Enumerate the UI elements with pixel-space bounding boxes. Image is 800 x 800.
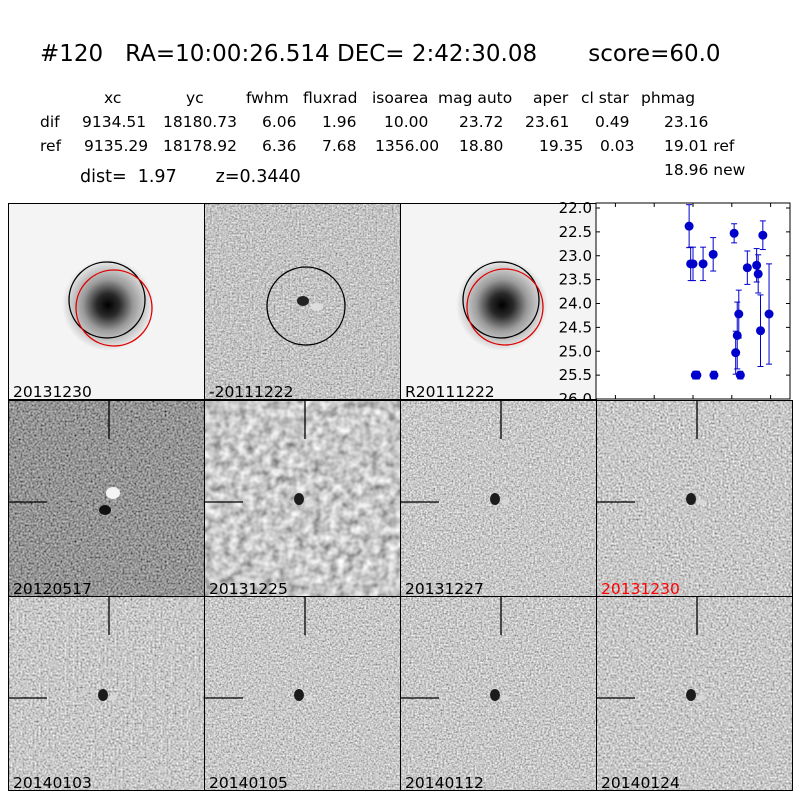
- science-image-panel: 20131230: [8, 203, 205, 400]
- stamp-date-label: 20140105: [209, 774, 288, 791]
- difference-stamp: 20140124: [596, 596, 793, 791]
- difference-image: [205, 204, 400, 399]
- dist-redshift-line: dist= 1.97 z=0.3440: [80, 167, 301, 187]
- data-point: [709, 370, 719, 380]
- row-label-ref: ref: [40, 137, 62, 155]
- dif-fluxrad: 1.96: [322, 113, 357, 131]
- dif-isoarea: 10.00: [384, 113, 429, 131]
- difference-stamp: 20120517: [8, 400, 205, 597]
- difference-stamp: 20140112: [400, 596, 597, 791]
- page-title: #120 RA=10:00:26.514 DEC= 2:42:30.08 sco…: [40, 41, 721, 67]
- dif-cl-star: 0.49: [595, 113, 630, 131]
- ref-xc: 9135.29: [84, 137, 149, 155]
- dif-xc: 9134.51: [82, 113, 147, 131]
- detection-aperture-black: [68, 261, 146, 339]
- stamp-date-label: 20131230: [601, 580, 680, 597]
- col-header-cl-star: cl star: [581, 89, 629, 107]
- col-header-fluxrad: fluxrad: [303, 89, 358, 107]
- col-header-yc: yc: [186, 89, 204, 107]
- ref-fluxrad: 7.68: [322, 137, 357, 155]
- stamp-date-label: 20140112: [405, 774, 484, 791]
- y-tick-label: 24.5: [559, 318, 592, 336]
- stamp-date-label: 20140124: [601, 774, 680, 791]
- panel-label: R20111222: [405, 383, 495, 400]
- detection-aperture-black: [462, 261, 540, 339]
- data-point: [734, 309, 744, 319]
- difference-stamp: 20140103: [8, 596, 205, 791]
- dif-yc: 18180.73: [163, 113, 237, 131]
- y-tick-label: 23.0: [559, 247, 592, 265]
- data-point: [684, 221, 694, 231]
- data-point: [692, 370, 702, 380]
- reference-image: [456, 259, 548, 351]
- col-header-mag-auto: mag auto: [438, 89, 513, 107]
- ref-cl-star: 0.03: [600, 137, 635, 155]
- dif-phmag: 23.16: [664, 113, 709, 131]
- stamp-date-label: 20131227: [405, 580, 484, 597]
- data-point: [742, 263, 752, 273]
- difference-image-panel: -20111222: [204, 203, 401, 400]
- stamp-date-label: 20140103: [13, 774, 92, 791]
- ref-mag-auto: 18.80: [459, 137, 504, 155]
- ref-yc: 18178.92: [163, 137, 237, 155]
- reference-image-panel: R20111222: [400, 203, 597, 400]
- difference-stamp: 20131225: [204, 400, 401, 597]
- ref-fwhm: 6.36: [262, 137, 297, 155]
- y-tick-label: 25.5: [559, 366, 592, 384]
- difference-stamp: 20131227: [400, 400, 597, 597]
- y-tick-label: 22.0: [559, 199, 592, 217]
- detection-aperture-red: [75, 269, 153, 347]
- y-tick-label: 24.0: [559, 295, 592, 313]
- col-header-aper: aper: [533, 89, 569, 107]
- new-magnitude: 18.96 new: [664, 161, 746, 179]
- ref-phmag: 19.01 ref: [664, 137, 735, 155]
- dif-aper: 23.61: [525, 113, 570, 131]
- ref-isoarea: 1356.00: [375, 137, 440, 155]
- data-point: [735, 370, 745, 380]
- science-image: [62, 259, 154, 351]
- data-point: [758, 230, 768, 240]
- data-point: [688, 259, 698, 269]
- dif-fwhm: 6.06: [262, 113, 297, 131]
- data-point: [708, 249, 718, 259]
- col-header-phmag: phmag: [641, 89, 696, 107]
- row-label-dif: dif: [40, 113, 60, 131]
- data-point: [764, 309, 774, 319]
- stamp-date-label: 20131225: [209, 580, 288, 597]
- ref-aper: 19.35: [539, 137, 584, 155]
- y-tick-label: 23.5: [559, 271, 592, 289]
- data-point: [753, 269, 763, 279]
- stamp-date-label: 20120517: [13, 580, 92, 597]
- y-tick-label: 25.0: [559, 342, 592, 360]
- data-point: [729, 228, 739, 238]
- data-point: [756, 326, 766, 336]
- panel-label: 20131230: [13, 383, 92, 400]
- data-point: [731, 348, 741, 358]
- data-point: [732, 330, 742, 340]
- detection-aperture-black: [266, 266, 346, 346]
- col-header-fwhm: fwhm: [246, 89, 289, 107]
- detection-aperture-red: [466, 268, 544, 346]
- y-tick-label: 22.5: [559, 223, 592, 241]
- data-point: [752, 260, 762, 270]
- dif-mag-auto: 23.72: [459, 113, 504, 131]
- col-header-xc: xc: [104, 89, 122, 107]
- difference-stamp: 20140105: [204, 596, 401, 791]
- difference-stamp: 20131230: [596, 400, 793, 597]
- col-header-isoarea: isoarea: [372, 89, 429, 107]
- data-point: [698, 259, 708, 269]
- panel-label: -20111222: [209, 383, 294, 400]
